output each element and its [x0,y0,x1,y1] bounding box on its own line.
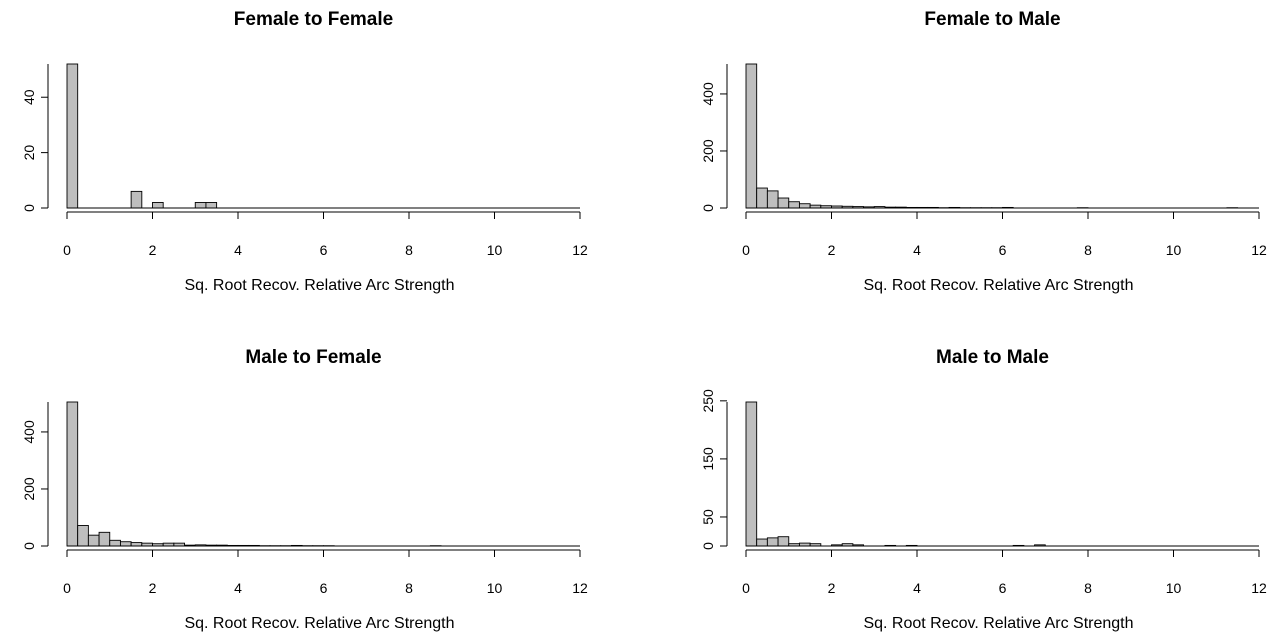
histogram-bar [130,542,143,547]
histogram-bar [756,538,768,547]
histogram-bar [130,190,143,209]
x-tick-label: 12 [572,580,588,596]
histogram-panel-male-to-male: Male to Male 0 2 4 6 8 10 12 Sq. Root Recov. Rel… [639,317,1278,634]
histogram-bar [777,197,790,209]
x-tick-label: 12 [1251,242,1267,258]
x-tick-label: 4 [234,242,242,258]
x-tick-label: 6 [320,580,328,596]
histogram-male-to-female: Male to Female 0 2 4 6 8 10 12 Sq. Root Recov. R… [21,347,588,632]
histogram-female-to-female: Female to Female 0 2 4 6 8 10 12 Sq. Root Recov.… [21,9,588,294]
histogram-bar [798,203,811,209]
y-tick-label: 0 [700,204,716,212]
y-tick-label: 200 [700,139,716,163]
y-tick-label: 40 [21,89,37,105]
histogram-female-to-male: Female to Male 0 2 4 6 8 10 12 Sq. Root Recov. R… [700,9,1267,294]
x-tick-label: 4 [234,580,242,596]
x-tick-label: 10 [487,242,503,258]
x-tick-label: 8 [1084,242,1092,258]
histogram-male-to-male: Male to Male 0 2 4 6 8 10 12 Sq. Root Recov. Rel… [700,347,1267,632]
y-tick-label: 400 [700,82,716,106]
histogram-panel-female-to-male: Female to Male 0 2 4 6 8 10 12 Sq. Root Recov. R… [639,0,1278,317]
x-tick-label: 0 [742,242,750,258]
y-tick-label: 20 [21,145,37,161]
x-tick-label: 6 [999,580,1007,596]
histogram-bar [766,537,779,547]
chart-title: Male to Male [936,347,1049,368]
histogram-bar [756,187,768,209]
x-tick-label: 0 [63,580,71,596]
histogram-bar [205,202,218,209]
x-tick-label: 4 [913,242,921,258]
x-tick-label: 6 [999,242,1007,258]
x-tick-label: 2 [828,580,836,596]
y-tick-label: 200 [21,477,37,501]
y-tick-label: 150 [700,447,716,471]
x-tick-label: 10 [1166,580,1182,596]
x-tick-label: 0 [742,580,750,596]
histogram-bar [745,401,758,547]
histogram-bar [766,190,779,209]
histogram-bar [152,202,164,209]
chart-title: Female to Male [924,9,1060,30]
y-tick-label: 50 [700,509,716,525]
x-tick-label: 2 [149,580,157,596]
y-tick-label: 0 [21,542,37,550]
histogram-bar [119,541,132,547]
x-tick-label: 6 [320,242,328,258]
histogram-bar [745,63,758,209]
y-tick-label: 0 [700,542,716,550]
histogram-bar [77,525,89,547]
x-tick-label: 10 [1166,242,1182,258]
x-axis-label: Sq. Root Recov. Relative Arc Strength [863,615,1133,632]
x-axis-label: Sq. Root Recov. Relative Arc Strength [184,277,454,294]
histogram-bar [98,531,111,547]
chart-title: Female to Female [234,9,393,30]
y-tick-label: 250 [700,389,716,413]
x-tick-label: 4 [913,580,921,596]
x-tick-label: 10 [487,580,503,596]
histogram-bar [66,63,79,209]
histogram-panel-male-to-female: Male to Female 0 2 4 6 8 10 12 Sq. Root Recov. R… [0,317,639,634]
histogram-bar [194,202,207,209]
x-tick-label: 8 [405,580,413,596]
x-tick-label: 8 [405,242,413,258]
x-tick-label: 12 [572,242,588,258]
chart-title: Male to Female [245,347,381,368]
histogram-bar [87,534,100,547]
histogram-bar [109,539,121,547]
x-tick-label: 12 [1251,580,1267,596]
x-tick-label: 2 [149,242,157,258]
histogram-bar [788,201,800,209]
x-tick-label: 8 [1084,580,1092,596]
histogram-panel-female-to-female: Female to Female 0 2 4 6 8 10 12 Sq. Root Recov.… [0,0,639,317]
y-tick-label: 400 [21,420,37,444]
x-tick-label: 0 [63,242,71,258]
histogram-bar [777,536,790,547]
x-axis-label: Sq. Root Recov. Relative Arc Strength [184,615,454,632]
x-axis-label: Sq. Root Recov. Relative Arc Strength [863,277,1133,294]
histogram-bar [66,401,79,547]
x-tick-label: 2 [828,242,836,258]
y-tick-label: 0 [21,204,37,212]
